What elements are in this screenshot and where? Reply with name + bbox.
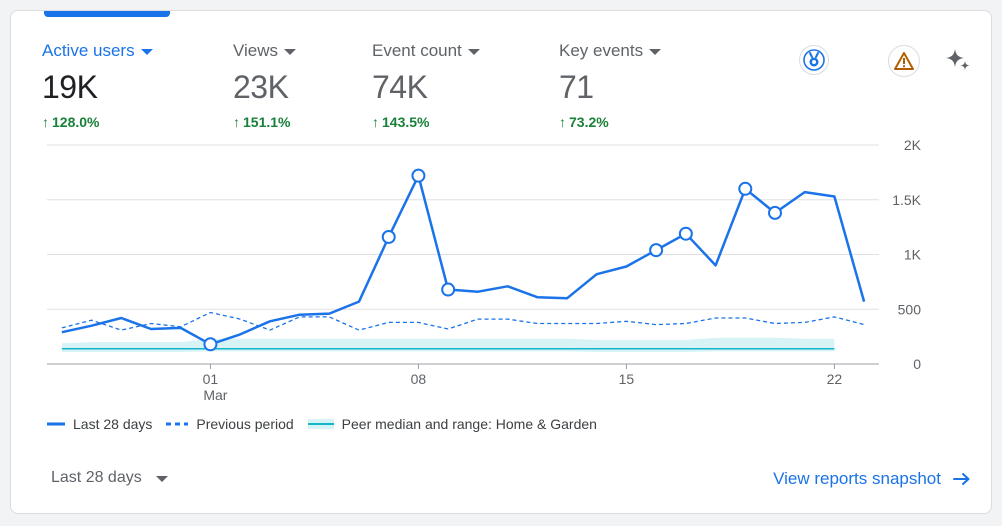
view-reports-snapshot-link[interactable]: View reports snapshot [773,469,971,489]
solid-line-swatch [47,422,65,426]
data-point-marker [649,243,664,258]
metric-label: Views [233,41,279,60]
legend-label: Last 28 days [73,416,153,432]
legend-item-peer: Peer median and range: Home & Garden [307,416,597,432]
caret-down-icon [155,476,168,482]
x-tick-label: 01 [203,371,219,387]
active-tab-indicator [44,11,170,17]
y-tick-label: 0 [913,356,921,372]
metric-key-events[interactable]: Key events 71 ↑ 73.2% [559,41,662,130]
metric-label: Active users [42,41,135,60]
arrow-up-icon: ↑ [233,114,240,130]
view-link-label: View reports snapshot [773,469,941,488]
metric-views[interactable]: Views 23K ↑ 151.1% [233,41,297,130]
metric-change: 128.0% [52,114,100,130]
sparkle-icon[interactable] [942,44,974,76]
legend-label: Previous period [196,416,294,432]
data-point-marker [411,168,426,183]
metric-event-count[interactable]: Event count 74K ↑ 143.5% [372,41,480,130]
metric-value: 23K [233,69,289,105]
data-point-marker [678,226,693,241]
metric-value: 71 [559,69,594,105]
metric-active-users[interactable]: Active users 19K ↑ 128.0% [42,41,153,130]
y-tick-label: 500 [898,301,922,317]
x-tick-sublabel: Mar [203,387,227,403]
legend-label: Peer median and range: Home & Garden [341,416,597,432]
warning-icon[interactable] [888,45,920,77]
peer-band-swatch [307,419,334,429]
metric-change: 73.2% [569,114,609,130]
metric-value: 74K [372,69,428,105]
data-point-marker [381,229,396,244]
caret-down-icon [284,49,297,55]
x-tick-label: 15 [619,371,635,387]
insights-badge-icon[interactable] [799,45,829,75]
caret-down-icon [467,49,480,55]
key-metrics-card: Active users 19K ↑ 128.0% Views 23K ↑ 151.… [10,10,992,514]
date-range-select[interactable]: Last 28 days [51,469,168,487]
previous-period-line [61,311,865,331]
metric-change: 151.1% [243,114,291,130]
y-tick-label: 1.5K [892,192,921,208]
dashed-line-swatch [166,422,189,426]
chart-legend: Last 28 days Previous period Peer median… [47,416,597,432]
arrow-up-icon: ↑ [42,114,49,130]
caret-down-icon [140,49,153,55]
arrow-up-icon: ↑ [372,114,379,130]
y-tick-label: 1K [904,247,922,263]
caret-down-icon [649,49,662,55]
peer-range-band [61,337,835,352]
legend-item-previous: Previous period [166,416,294,432]
x-tick-label: 22 [827,371,843,387]
arrow-right-icon [953,473,970,485]
arrow-up-icon: ↑ [559,114,566,130]
metric-change: 143.5% [382,114,430,130]
metric-value: 19K [42,69,98,105]
current-period-line [61,174,866,346]
metric-label: Event count [372,41,462,60]
metric-label: Key events [559,41,644,60]
data-point-marker [441,282,456,297]
legend-item-current: Last 28 days [47,416,152,432]
date-range-label: Last 28 days [51,469,142,486]
data-point-marker [738,181,753,196]
data-point-marker [768,205,782,220]
x-tick-label: 08 [411,371,427,387]
y-tick-label: 2K [904,137,922,153]
data-point-marker [203,337,218,352]
